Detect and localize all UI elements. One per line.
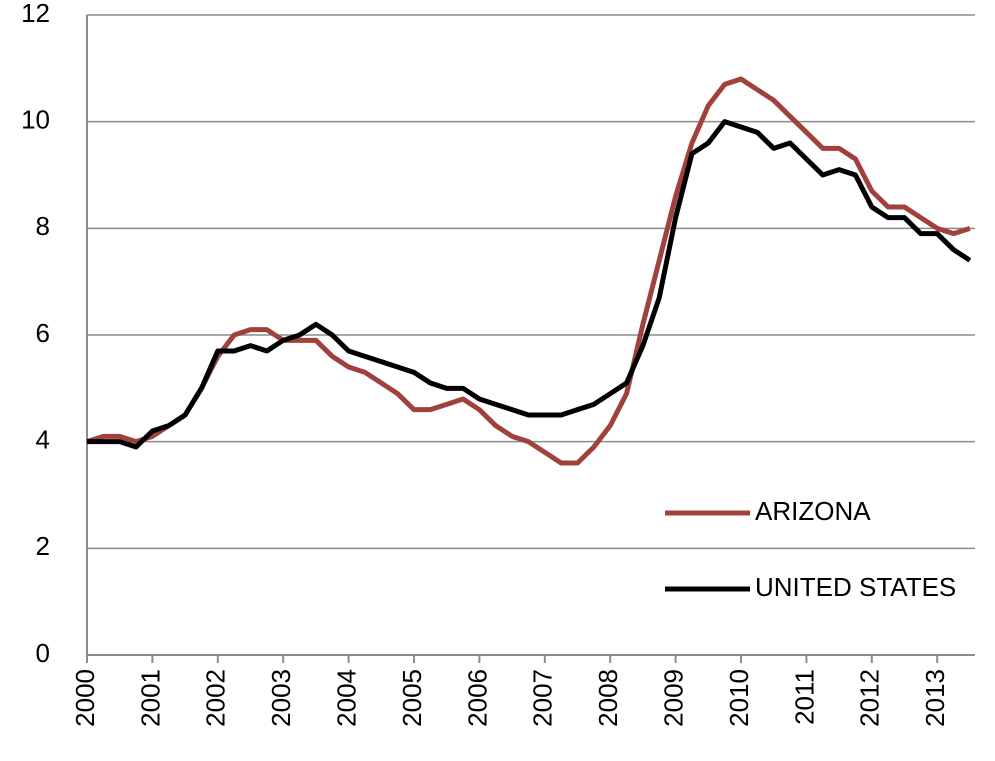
y-tick-label: 4 [36,425,50,455]
y-tick-label: 2 [36,531,50,561]
x-tick-label: 2011 [789,669,819,725]
y-tick-label: 10 [21,105,50,135]
x-tick-label: 2005 [397,669,427,727]
x-tick-label: 2012 [855,669,885,727]
y-tick-label: 8 [36,211,50,241]
x-tick-label: 2000 [70,669,100,727]
y-tick-label: 6 [36,318,50,348]
x-tick-label: 2009 [658,669,688,727]
y-tick-label: 12 [21,0,50,28]
x-tick-label: 2008 [593,669,623,727]
legend-label: ARIZONA [755,496,871,526]
x-tick-label: 2001 [135,669,165,727]
series-line [87,119,972,450]
x-tick-label: 2007 [528,669,558,727]
y-tick-label: 0 [36,638,50,668]
x-tick-label: 2010 [724,669,754,727]
series-line [86,76,971,466]
x-tick-label: 2004 [331,669,361,727]
x-tick-label: 2002 [201,669,231,727]
legend-label: UNITED STATES [755,572,956,602]
x-tick-label: 2013 [920,669,950,727]
x-tick-label: 2006 [462,669,492,727]
x-tick-label: 2003 [266,669,296,727]
